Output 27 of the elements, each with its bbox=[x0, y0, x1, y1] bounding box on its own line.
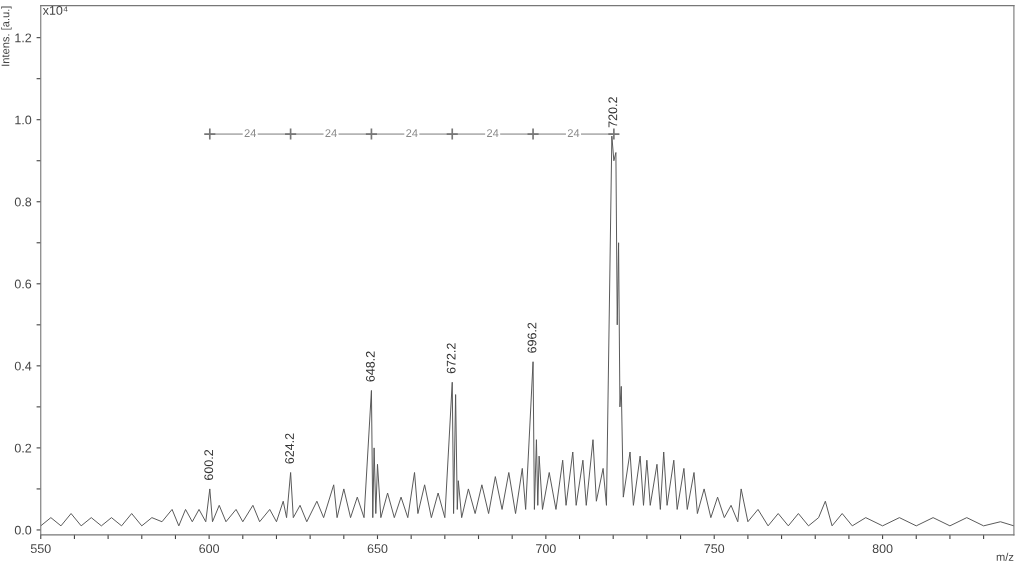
annotation: 600.2 bbox=[204, 449, 214, 480]
annotation: 24 bbox=[567, 129, 580, 137]
annotation: 624.2 bbox=[285, 433, 294, 464]
y-tick-label: 0.0 bbox=[14, 525, 32, 535]
x-tick-label: 600 bbox=[199, 544, 220, 554]
y-tick-label: 0.2 bbox=[14, 443, 32, 453]
y-tick-label: 1.2 bbox=[15, 33, 32, 43]
annotation: 696.2 bbox=[527, 322, 537, 353]
y-tick-label: 0.6 bbox=[14, 279, 32, 289]
x-axis-title: m/z bbox=[996, 552, 1014, 561]
annotation: 648.2 bbox=[365, 351, 375, 382]
annotation: x10⁴ bbox=[42, 5, 68, 15]
annotation: 24 bbox=[487, 129, 499, 137]
x-tick-label: 650 bbox=[367, 544, 388, 554]
y-tick-label: 1.0 bbox=[15, 115, 32, 125]
x-tick-label: 700 bbox=[536, 544, 556, 554]
annotation: 24 bbox=[325, 129, 337, 137]
y-tick-label: 0.4 bbox=[14, 361, 32, 371]
x-tick-label: 800 bbox=[872, 544, 893, 554]
annotation: 672.2 bbox=[446, 343, 456, 374]
y-tick-label: 0.8 bbox=[14, 197, 32, 207]
annotation: 720.2 bbox=[608, 97, 618, 128]
annotation: 24 bbox=[406, 129, 418, 137]
x-tick-label: 750 bbox=[704, 544, 725, 554]
y-axis-title: Intens. [a.u.] bbox=[1, 6, 12, 66]
x-tick-label: 550 bbox=[30, 544, 51, 554]
annotation: 24 bbox=[244, 129, 257, 137]
